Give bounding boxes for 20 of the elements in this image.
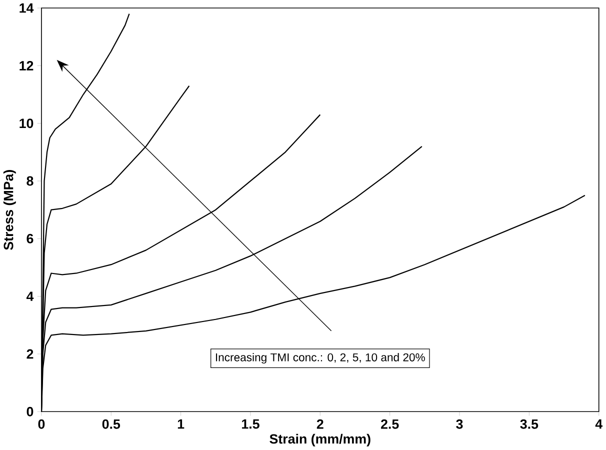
x-tick-label: 0 [38,419,45,429]
x-tick-label: 3.5 [520,419,538,429]
x-tick-label: 4 [595,420,603,429]
y-tick-label: 14 [20,4,34,13]
x-tick-label: 2.5 [381,419,399,429]
y-tick-label: 10 [20,118,34,128]
x-tick-label: 2 [316,419,324,429]
y-tick-label: 2 [26,349,34,359]
y-tick-label: 6 [26,234,34,244]
x-tick-label: 3 [456,419,463,429]
y-tick-label: 8 [26,176,34,186]
x-axis-title: Strain (mm/mm) [270,434,370,446]
y-axis-title: Stress (MPa) [3,170,16,250]
x-tick-label: 1.5 [242,420,260,429]
y-tick-label: 4 [26,292,34,302]
annotation: Increasing TMI conc.: 0, 2, 5, 10 and 20% [216,353,425,364]
x-tick-label: 0.5 [102,419,120,429]
y-tick-label: 0 [26,407,34,416]
y-tick-label: 12 [20,61,34,70]
x-tick-label: 1 [178,420,184,429]
